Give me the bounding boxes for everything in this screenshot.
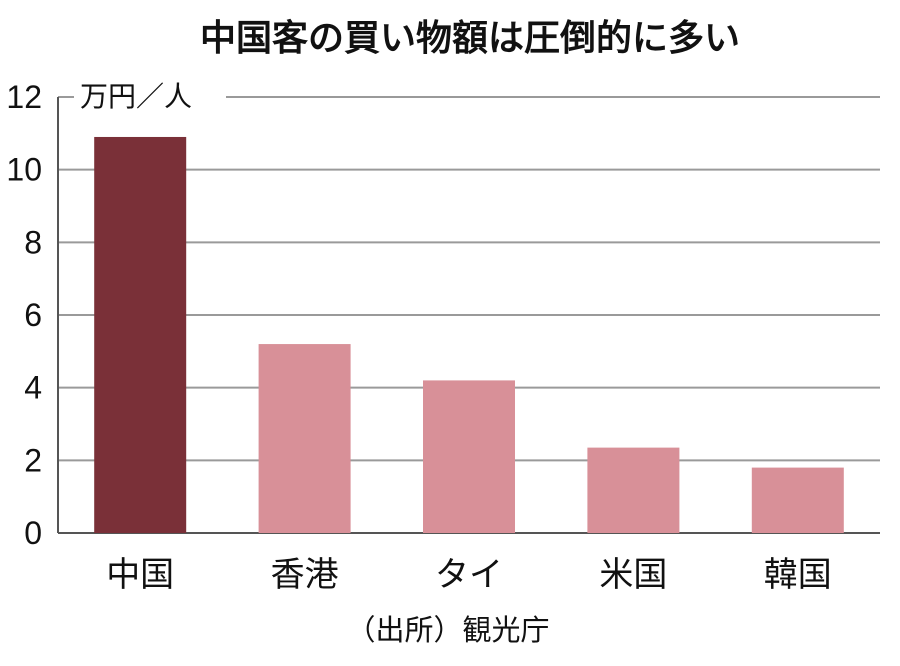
- category-label: 中国: [106, 555, 174, 595]
- bar-2: [423, 380, 515, 533]
- y-tick-label: 12: [6, 79, 42, 115]
- y-tick-label: 2: [24, 442, 42, 478]
- bar-3: [587, 447, 680, 533]
- bar-4: [751, 467, 844, 533]
- y-tick-label: 0: [24, 515, 42, 551]
- category-label: 韓国: [764, 555, 832, 595]
- bars: [94, 136, 844, 533]
- unit-label: 万円／人: [80, 80, 192, 113]
- bar-0: [94, 136, 187, 533]
- category-label: 香港: [271, 555, 339, 595]
- y-tick-label: 4: [24, 370, 42, 406]
- source-note: （出所）観光庁: [346, 613, 549, 647]
- y-tick-label: 10: [6, 152, 42, 188]
- chart-title: 中国客の買い物額は圧倒的に多い: [200, 18, 740, 59]
- y-axis-ticks: 0 2 4 6 8 10 12: [6, 79, 42, 551]
- category-label: タイ: [435, 555, 503, 595]
- category-label: 米国: [599, 555, 667, 595]
- x-axis-labels: 中国 香港 タイ 米国 韓国: [106, 555, 832, 595]
- unit-label-background: [74, 78, 226, 114]
- y-tick-label: 8: [24, 224, 42, 260]
- y-tick-label: 6: [24, 297, 42, 333]
- bar-1: [258, 344, 351, 533]
